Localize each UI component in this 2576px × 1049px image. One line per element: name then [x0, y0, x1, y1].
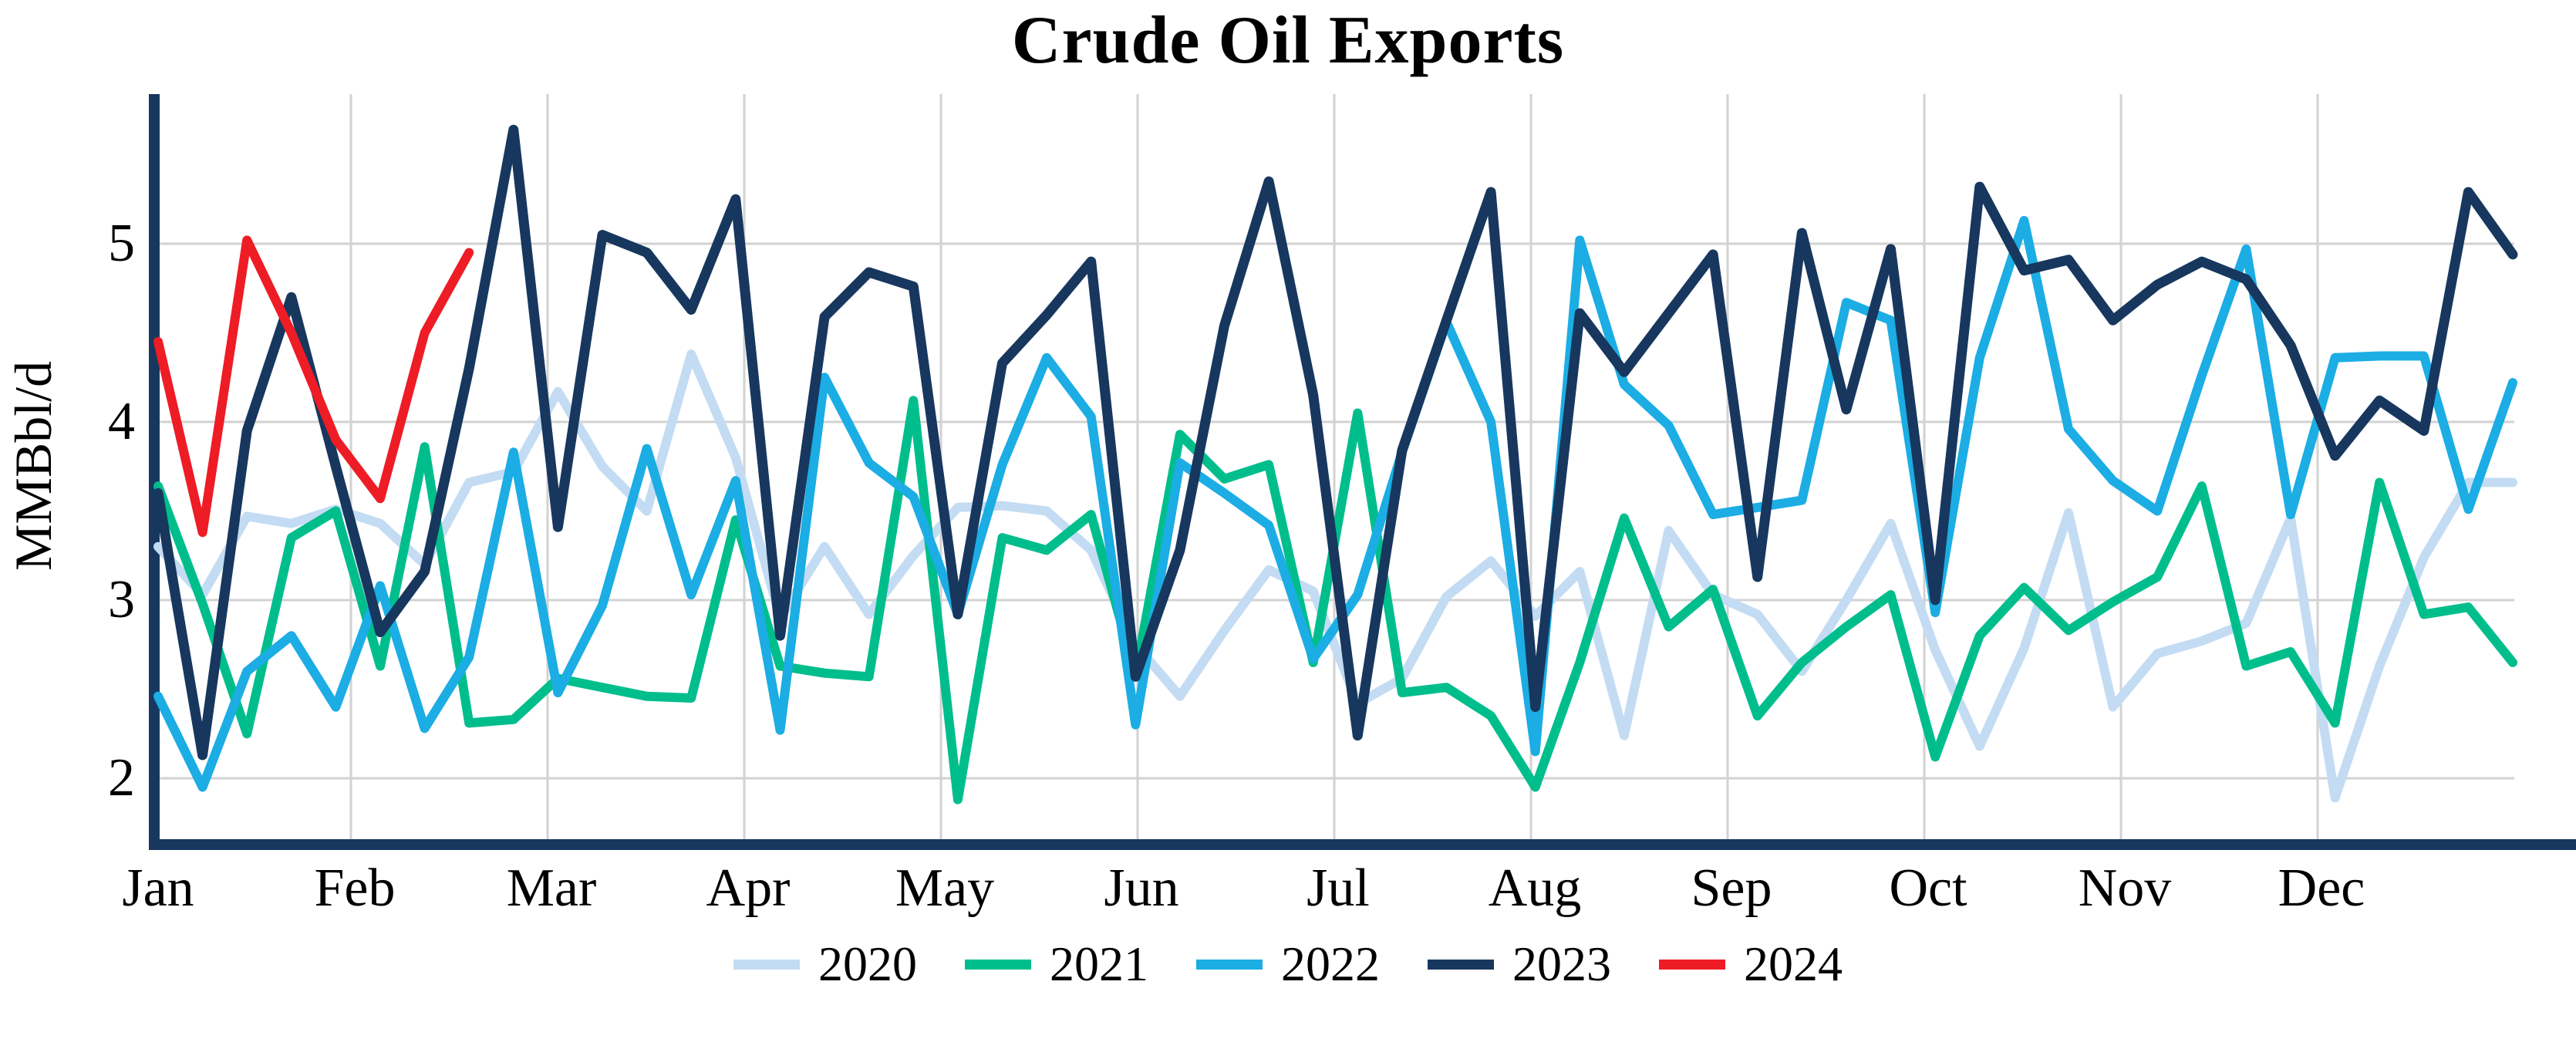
series-line-2020 — [153, 349, 2517, 803]
legend-item-2022: 2022 — [1196, 939, 1380, 989]
legend-item-2023: 2023 — [1428, 939, 1611, 989]
series-line-2022 — [153, 216, 2517, 792]
x-tick-label-jan: Jan — [122, 858, 194, 918]
legend-item-2024: 2024 — [1659, 939, 1843, 989]
x-tick-label-apr: Apr — [706, 858, 791, 918]
x-tick-label-jun: Jun — [1104, 858, 1179, 918]
x-tick-label-jul: Jul — [1307, 858, 1370, 918]
legend-label-2023: 2023 — [1512, 936, 1611, 991]
legend-label-2024: 2024 — [1744, 936, 1843, 991]
legend-swatch-2021 — [965, 959, 1031, 970]
y-tick-label-5: 5 — [108, 214, 135, 273]
x-tick-label-dec: Dec — [2278, 858, 2365, 918]
legend-swatch-2024 — [1659, 959, 1725, 970]
series-line-2023 — [153, 124, 2518, 761]
x-tick-label-aug: Aug — [1488, 858, 1582, 918]
chart-title: Crude Oil Exports — [1011, 3, 1565, 78]
legend-item-2021: 2021 — [965, 939, 1148, 989]
x-tick-label-sep: Sep — [1691, 858, 1772, 918]
legend-swatch-2022 — [1196, 959, 1263, 970]
x-tick-label-nov: Nov — [2078, 858, 2172, 918]
y-tick-label-3: 3 — [108, 570, 135, 629]
legend-label-2022: 2022 — [1281, 936, 1380, 991]
legend-swatch-2023 — [1428, 959, 1494, 970]
x-tick-label-oct: Oct — [1889, 858, 1967, 918]
y-axis-line — [149, 94, 160, 850]
legend-label-2020: 2020 — [818, 936, 917, 991]
x-tick-label-may: May — [895, 858, 995, 918]
legend-swatch-2020 — [733, 959, 800, 970]
y-tick-label-4: 4 — [108, 392, 135, 451]
x-tick-label-feb: Feb — [314, 858, 396, 918]
series-line-2024 — [153, 235, 474, 538]
legend-label-2021: 2021 — [1050, 936, 1148, 991]
y-tick-label-2: 2 — [108, 748, 135, 808]
x-axis-line — [149, 839, 2576, 850]
x-tick-label-mar: Mar — [506, 858, 597, 918]
legend-item-2020: 2020 — [733, 939, 917, 989]
legend: 2020 2021 2022 2023 2024 — [0, 939, 2576, 989]
